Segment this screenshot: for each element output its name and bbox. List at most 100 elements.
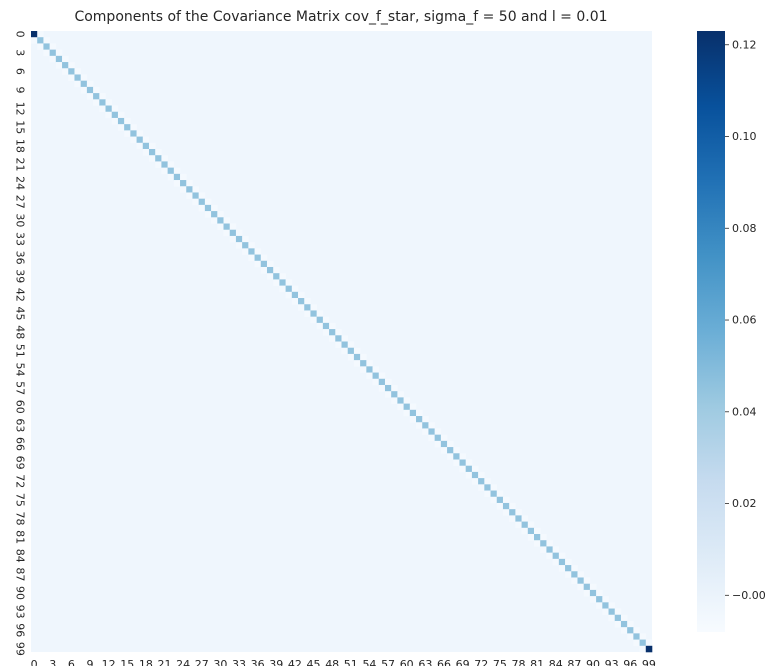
y-tick-label: 39 — [14, 269, 27, 283]
heatmap-cell — [248, 248, 255, 255]
heatmap-cell — [192, 186, 199, 193]
heatmap-cell — [111, 117, 119, 125]
x-tick-label: 45 — [307, 658, 321, 666]
y-tick-label: 12 — [14, 102, 27, 116]
heatmap-cell — [428, 434, 435, 442]
heatmap-cell — [602, 602, 609, 609]
colorbar-tick-label: 0.08 — [732, 222, 757, 235]
heatmap-cell — [422, 422, 429, 429]
x-tick-label: 42 — [288, 658, 302, 666]
heatmap-cell — [136, 136, 144, 144]
x-tick-label: 84 — [549, 658, 563, 666]
heatmap-cell — [465, 459, 473, 466]
heatmap-cell — [31, 31, 38, 38]
heatmap-cell — [534, 527, 541, 535]
heatmap-cell — [117, 111, 125, 119]
heatmap-cell — [49, 43, 57, 50]
heatmap-cell — [242, 242, 249, 249]
heatmap-cell — [384, 391, 392, 398]
heatmap-cell — [223, 223, 231, 231]
heatmap-cell — [347, 353, 355, 361]
heatmap-cell — [74, 68, 81, 75]
x-tick-label: 18 — [139, 658, 153, 666]
y-tick-label: 66 — [14, 437, 27, 451]
heatmap-cell — [43, 49, 50, 57]
heatmap-cell — [428, 422, 435, 429]
y-tick-label: 6 — [14, 68, 27, 75]
heatmap-cell — [254, 260, 262, 268]
heatmap-cell — [378, 378, 386, 386]
x-tick-label: 21 — [158, 658, 172, 666]
colorbar-tick-label: 0.06 — [732, 314, 757, 327]
y-tick-label: 72 — [14, 474, 27, 488]
heatmap-cell — [502, 509, 510, 516]
heatmap-cell — [583, 577, 591, 584]
heatmap-cell — [298, 291, 305, 299]
heatmap-cell — [440, 440, 448, 448]
heatmap-cell — [459, 453, 466, 460]
x-tick-label: 69 — [456, 658, 470, 666]
heatmap-cell — [335, 341, 342, 349]
heatmap-cell — [93, 86, 100, 94]
heatmap-cell — [335, 335, 342, 342]
heatmap-cell — [608, 602, 616, 609]
heatmap-cell — [111, 105, 119, 113]
heatmap-cell — [397, 391, 404, 398]
y-tick-label: 33 — [14, 232, 27, 246]
heatmap-cell — [62, 62, 69, 69]
heatmap-cell — [633, 639, 640, 647]
heatmap-cell — [217, 217, 224, 224]
heatmap-cell — [37, 31, 44, 38]
heatmap-cell — [546, 540, 553, 547]
heatmap-cell — [310, 310, 317, 317]
heatmap-cell — [428, 428, 435, 435]
heatmap-cell — [521, 521, 529, 529]
heatmap-cell — [173, 180, 181, 187]
heatmap-cell — [416, 416, 423, 423]
heatmap-cell — [608, 608, 616, 616]
heatmap-cell — [440, 447, 448, 454]
heatmap-cell — [490, 484, 498, 491]
heatmap-cell — [62, 68, 69, 75]
heatmap-cell — [614, 620, 622, 628]
heatmap-cell — [434, 440, 442, 448]
heatmap-cell — [627, 620, 634, 628]
y-tick-label: 42 — [14, 288, 27, 302]
heatmap-cell — [552, 546, 560, 553]
heatmap-cell — [55, 49, 63, 57]
heatmap-cell — [459, 465, 466, 473]
heatmap-cell — [217, 223, 224, 231]
heatmap-cell — [583, 589, 591, 597]
heatmap-cell — [211, 211, 218, 218]
heatmap-cell — [211, 204, 218, 212]
heatmap-cell — [68, 68, 75, 75]
heatmap-cell — [310, 304, 317, 311]
heatmap-cell — [105, 105, 113, 113]
x-tick-label: 81 — [530, 658, 544, 666]
heatmap-cell — [161, 155, 168, 162]
heatmap-cell — [496, 496, 504, 504]
heatmap-cell — [198, 198, 206, 206]
heatmap-cell — [558, 552, 566, 560]
heatmap-cell — [552, 552, 560, 560]
heatmap-cell — [148, 155, 156, 162]
heatmap-cell — [322, 316, 330, 324]
heatmap-cell — [552, 558, 560, 566]
heatmap-cell — [148, 142, 156, 150]
heatmap-cell — [577, 571, 584, 578]
heatmap-cell — [639, 639, 647, 647]
heatmap-cell — [186, 180, 193, 187]
heatmap-cell — [353, 347, 361, 355]
heatmap-cell — [254, 248, 262, 255]
x-tick-label: 33 — [232, 658, 246, 666]
heatmap-cell — [565, 565, 572, 572]
heatmap-cell — [298, 298, 305, 305]
y-tick-label: 87 — [14, 567, 27, 581]
heatmap-cell — [608, 614, 616, 622]
x-tick-label: 78 — [511, 658, 525, 666]
heatmap-cell — [204, 211, 212, 218]
heatmap-cell — [329, 335, 336, 342]
heatmap-cell — [372, 372, 380, 380]
chart-title: Components of the Covariance Matrix cov_… — [74, 9, 607, 25]
